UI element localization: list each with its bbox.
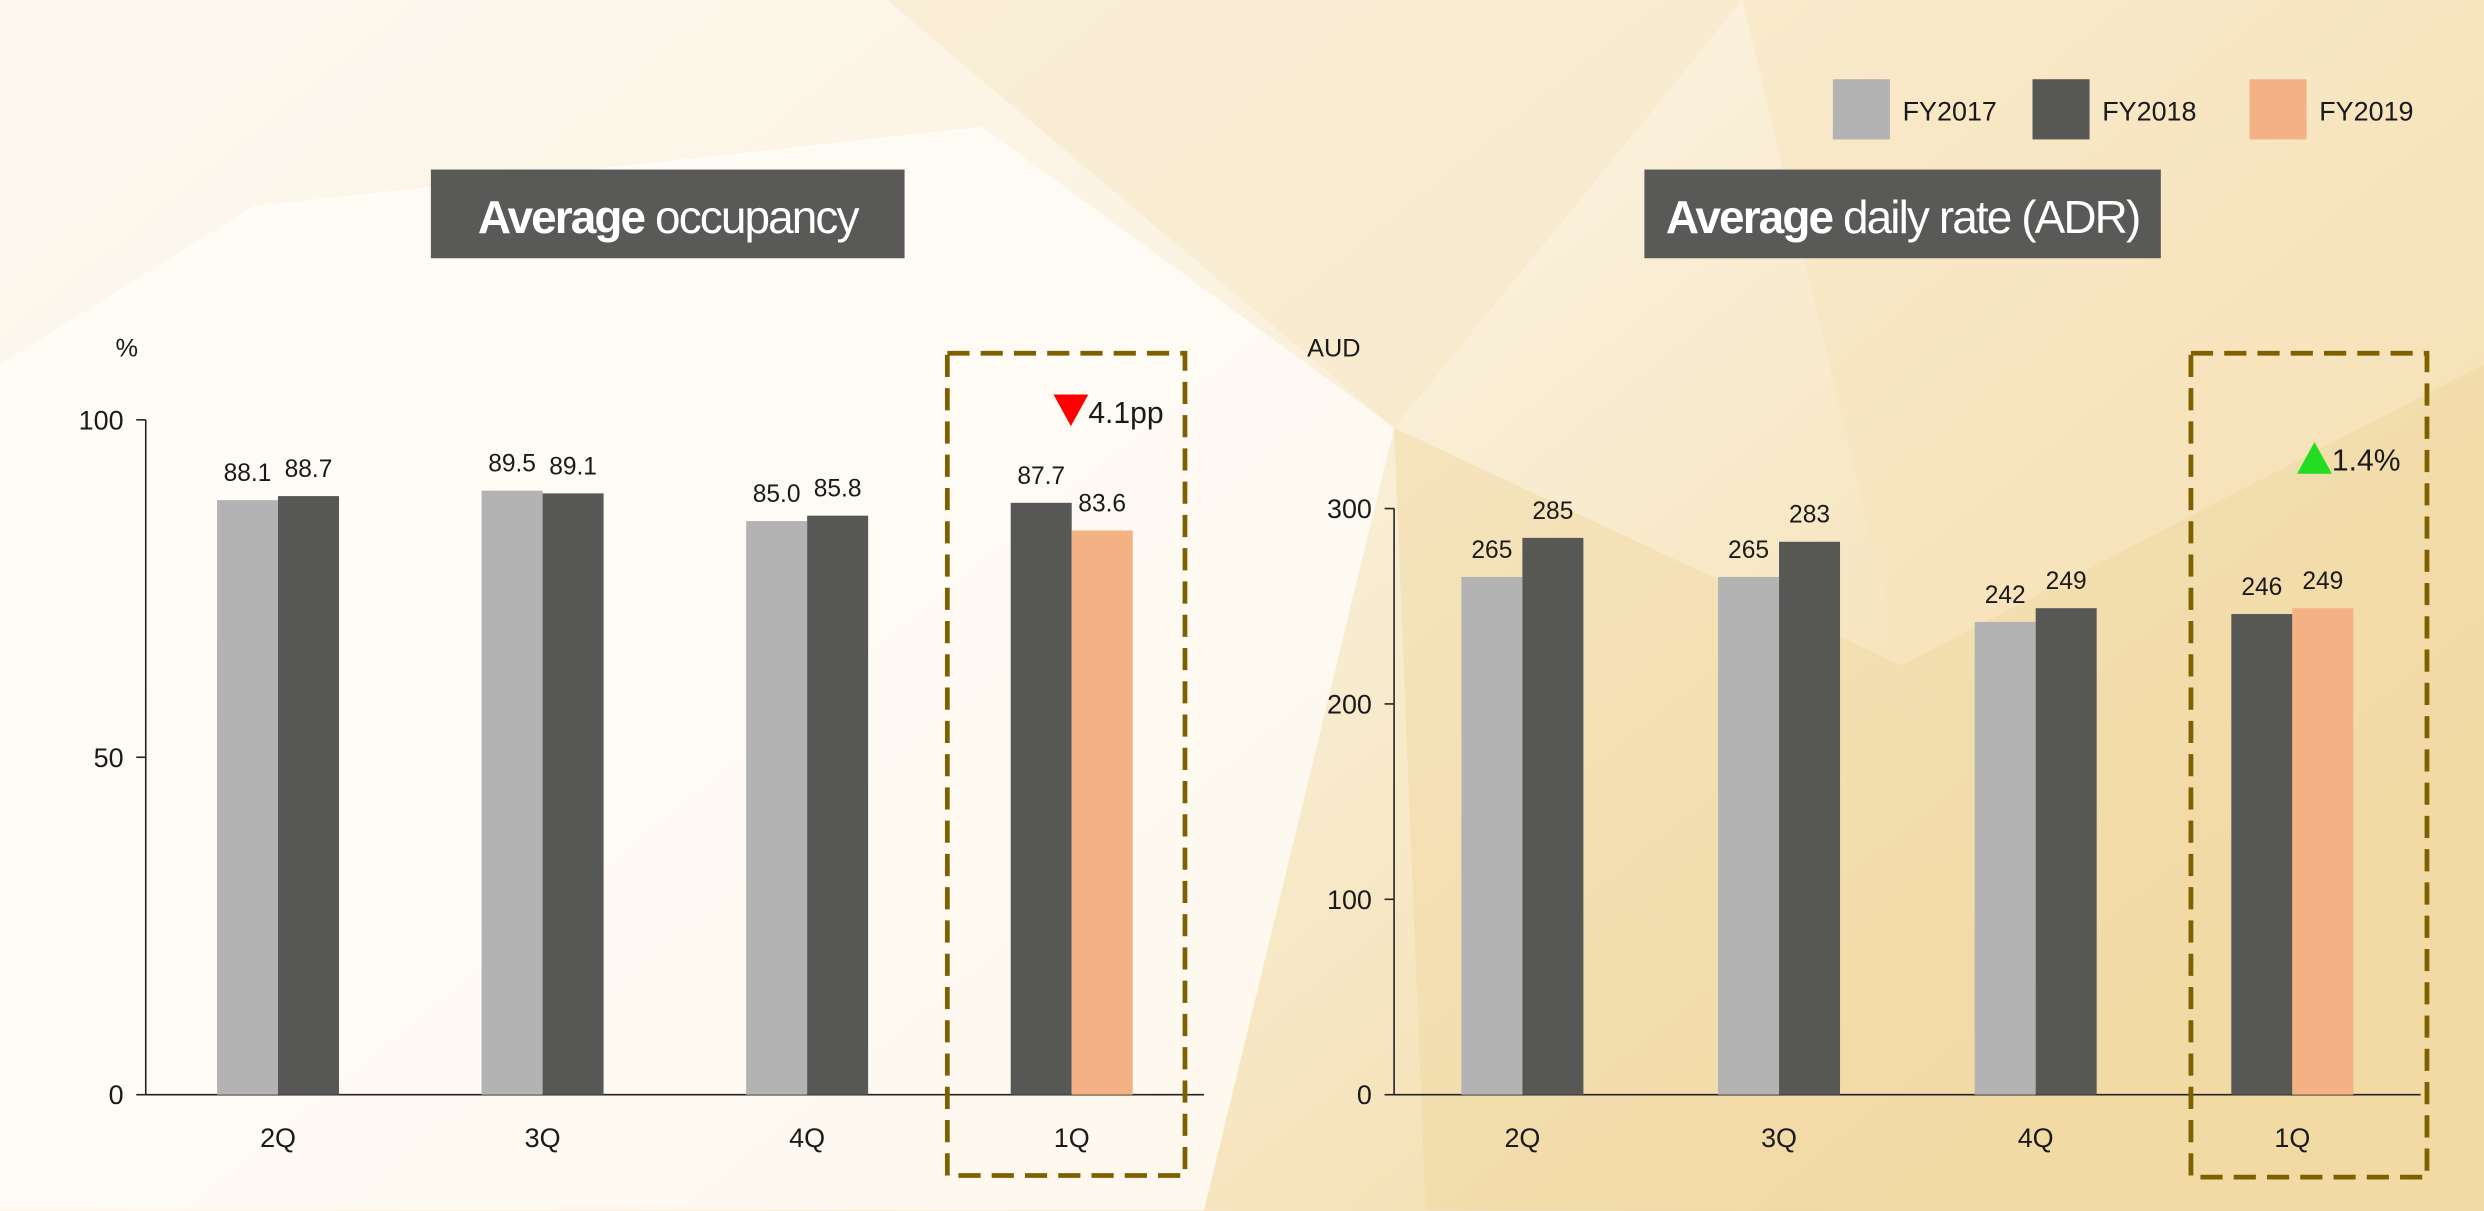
x-tick-label: 1Q bbox=[2274, 1123, 2310, 1153]
bar bbox=[807, 515, 869, 1095]
bar bbox=[2292, 608, 2354, 1095]
bar bbox=[746, 521, 808, 1095]
x-tick-label: 4Q bbox=[789, 1123, 825, 1153]
data-label: 87.7 bbox=[1017, 463, 1065, 490]
bar bbox=[217, 500, 279, 1095]
bar bbox=[2035, 608, 2097, 1095]
legend-label: FY2018 bbox=[2102, 96, 2196, 126]
bar bbox=[542, 493, 604, 1095]
y-tick-label: 50 bbox=[94, 743, 124, 773]
legend-label: FY2017 bbox=[1903, 96, 1997, 126]
title-text: daily rate (ADR) bbox=[1843, 191, 2139, 243]
x-tick-label: 3Q bbox=[1761, 1123, 1797, 1153]
data-label: 249 bbox=[2046, 568, 2087, 595]
bar bbox=[1461, 576, 1523, 1095]
data-label: 249 bbox=[2302, 568, 2343, 595]
legend-swatch bbox=[2249, 79, 2307, 140]
title-emphasis: Average bbox=[478, 191, 645, 243]
bar bbox=[1779, 541, 1841, 1095]
y-tick-label: 0 bbox=[1357, 1080, 1372, 1110]
background-facet bbox=[1742, 0, 2484, 666]
bar bbox=[481, 490, 543, 1095]
chart-title: Average daily rate (ADR) bbox=[1666, 191, 2139, 243]
annotation-text: 4.1pp bbox=[1088, 397, 1163, 430]
legend-label: FY2019 bbox=[2319, 96, 2413, 126]
background-facet bbox=[887, 0, 1743, 428]
y-axis-label: % bbox=[115, 334, 138, 362]
legend-swatch bbox=[1832, 79, 1890, 140]
title-emphasis: Average bbox=[1666, 191, 1833, 243]
data-label: 265 bbox=[1471, 537, 1512, 564]
y-tick-label: 300 bbox=[1327, 494, 1372, 524]
bar bbox=[1718, 576, 1780, 1095]
annotation-arrow bbox=[1053, 394, 1089, 427]
bar bbox=[1974, 621, 2036, 1095]
annotation-arrow bbox=[2297, 442, 2332, 474]
legend: FY2017 FY2018 FY2019 bbox=[1832, 79, 2414, 140]
y-tick-label: 200 bbox=[1327, 689, 1372, 719]
data-label: 89.1 bbox=[549, 453, 597, 480]
x-tick-label: 4Q bbox=[2018, 1123, 2054, 1153]
data-label: 85.8 bbox=[814, 476, 862, 503]
x-tick-label: 2Q bbox=[1504, 1123, 1540, 1153]
title-box bbox=[430, 169, 905, 259]
chart-title: Average occupancy bbox=[478, 191, 860, 243]
y-tick-label: 100 bbox=[79, 405, 124, 435]
y-tick-label: 0 bbox=[109, 1080, 124, 1110]
data-label: 85.0 bbox=[753, 481, 801, 508]
bar bbox=[1010, 502, 1072, 1095]
annotation-text: 1.4% bbox=[2332, 445, 2401, 478]
data-label: 246 bbox=[2241, 574, 2282, 601]
highlight-box bbox=[2188, 350, 2430, 1180]
x-tick-label: 1Q bbox=[1054, 1123, 1090, 1153]
bar bbox=[1071, 530, 1133, 1095]
data-label: 265 bbox=[1728, 537, 1769, 564]
data-label: 88.1 bbox=[224, 460, 272, 487]
x-tick-label: 3Q bbox=[525, 1123, 561, 1153]
y-tick-label: 100 bbox=[1327, 885, 1372, 915]
background-facet bbox=[1394, 364, 2484, 1211]
legend-swatch bbox=[2032, 79, 2090, 140]
data-label: 83.6 bbox=[1078, 491, 1126, 518]
bar bbox=[278, 496, 340, 1095]
highlight-box bbox=[944, 350, 1188, 1178]
y-axis-label: AUD bbox=[1307, 334, 1360, 362]
data-label: 242 bbox=[1985, 582, 2026, 609]
title-box bbox=[1644, 169, 2161, 259]
data-label: 88.7 bbox=[285, 456, 333, 483]
data-label: 283 bbox=[1789, 502, 1830, 529]
data-label: 285 bbox=[1532, 498, 1573, 525]
bar bbox=[1522, 537, 1584, 1095]
title-text: occupancy bbox=[655, 191, 859, 243]
data-label: 89.5 bbox=[488, 451, 536, 478]
x-tick-label: 2Q bbox=[260, 1123, 296, 1153]
bar bbox=[2231, 614, 2293, 1095]
